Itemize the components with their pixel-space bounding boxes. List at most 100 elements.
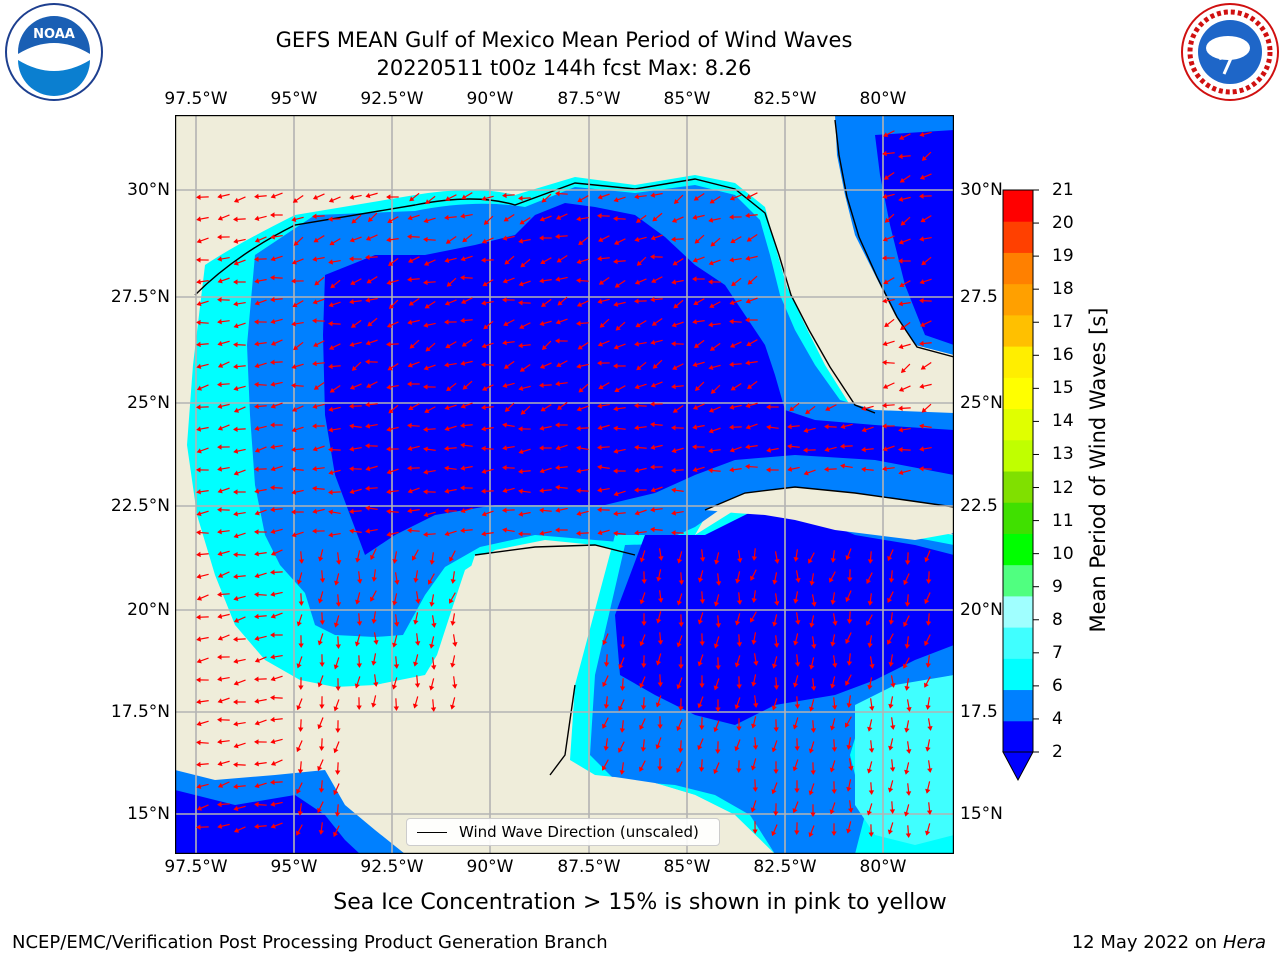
wind-wave-arrowhead [697,619,703,625]
wind-wave-arrowhead [708,322,713,328]
wind-wave-arrowhead [867,684,873,690]
wind-wave-arrowhead [808,706,815,712]
wind-wave-arrowhead [291,259,297,265]
wind-wave-arrowhead [697,745,703,751]
atlantic-water-deep [875,130,954,345]
wind-wave-arrowhead [636,260,642,266]
colorbar-label: Mean Period of Wind Waves [s] [1086,307,1110,633]
wind-wave-arrowhead [639,599,645,605]
lat-tick-label-left: 25°N [127,393,170,413]
wind-wave-arrowhead [634,341,640,347]
wind-wave-arrowhead [699,641,705,646]
wind-wave-arrowhead [334,812,341,817]
wind-wave-arrowhead [217,444,222,450]
wind-wave-arrowhead [752,829,758,834]
wind-wave-arrowhead [555,214,562,220]
wind-wave-arrowhead [803,470,809,476]
wind-wave-arrowhead [811,644,817,649]
wind-wave-arrowhead [407,319,413,325]
wind-wave-arrowhead [541,197,547,203]
wind-wave-arrowhead [482,281,488,287]
wind-wave-arrowhead [641,663,647,668]
wind-wave-arrowhead [254,447,260,453]
wind-wave-arrowhead [920,364,926,370]
wind-wave-arrowhead [328,216,333,222]
wind-wave-arrowhead [460,317,465,324]
wind-wave-arrowhead [924,557,930,563]
colorbar-segment [1003,595,1033,628]
wind-wave-arrowhead [349,528,354,534]
footer-branch: NCEP/EMC/Verification Post Processing Pr… [12,932,608,953]
wind-wave-arrowhead [503,321,509,326]
wind-wave-arrowhead [650,382,656,388]
wind-wave-arrowhead [927,725,933,731]
wind-wave-arrowhead [349,256,354,262]
wind-wave-arrowhead [254,403,259,410]
wind-wave-arrowhead [840,423,846,430]
wind-wave-arrowhead [898,343,904,350]
wind-wave-arrowhead [597,255,602,262]
wind-wave-arrowhead [196,824,201,830]
wind-wave-arrowhead [292,302,298,308]
wind-wave-arrowhead [518,468,523,475]
wind-wave-arrowhead [350,280,356,285]
wind-wave-arrowhead [392,600,398,606]
chart-title: GEFS MEAN Gulf of Mexico Mean Period of … [275,28,853,52]
wind-wave-arrowhead [430,707,437,712]
wind-wave-arrowhead [444,426,450,432]
wind-wave-arrowhead [676,684,682,690]
wind-wave-arrowhead [729,447,735,453]
footer-date-text: 12 May 2022 on [1071,932,1218,953]
wind-wave-arrowhead [882,193,888,199]
wind-wave-arrowhead [386,322,393,328]
wind-wave-arrowhead [333,706,339,712]
wind-wave-arrowhead [597,487,603,493]
wind-wave-arrowhead [773,643,780,648]
wind-wave-arrowhead [373,682,379,687]
caribbean-east-light [855,675,954,845]
wind-wave-arrowhead [847,577,853,582]
wind-wave-arrowhead [233,363,238,370]
wind-wave-arrowhead [233,636,238,642]
wind-wave-arrowhead [745,444,750,450]
wind-wave-arrowhead [270,212,275,218]
wind-wave-arrowhead [868,790,875,795]
wind-wave-arrowhead [613,216,618,222]
wind-wave-arrowhead [460,256,466,262]
wind-wave-arrowhead [354,641,361,647]
wind-wave-arrowhead [270,823,276,829]
wind-wave-arrowhead [423,236,428,243]
wind-wave-arrowhead [699,557,706,562]
wind-wave-arrowhead [619,770,625,775]
wind-wave-arrowhead [650,296,655,303]
wind-wave-arrowhead [774,601,780,606]
wind-wave-arrowhead [924,598,930,605]
wind-wave-arrowhead [557,300,563,306]
wind-wave-arrowhead [729,195,735,201]
wind-wave-arrowhead [898,386,905,392]
wind-wave-arrowhead [392,642,398,648]
wind-wave-arrowhead [233,448,239,454]
wind-wave-arrowhead [882,359,887,366]
wind-wave-arrowhead [233,827,240,833]
wind-wave-arrowhead [196,216,202,222]
wind-wave-arrowhead [254,488,260,494]
wind-wave-arrowhead [773,685,780,690]
wind-wave-arrowhead [678,622,684,627]
wind-wave-arrowhead [233,533,239,539]
wind-wave-arrowhead [745,298,751,304]
wind-wave-arrowhead [407,381,412,387]
wind-wave-arrowhead [233,260,239,266]
wind-wave-arrowhead [888,578,895,583]
wind-wave-arrowhead [555,527,560,533]
wind-wave-arrowhead [330,283,336,289]
wind-wave-arrowhead [386,446,391,452]
wind-wave-arrowhead [676,558,683,564]
wind-wave-arrowhead [803,427,809,433]
wind-wave-arrowhead [639,724,645,731]
wind-wave-arrowhead [539,530,545,536]
wind-wave-arrowhead [349,341,355,348]
colorbar-segment [1003,533,1033,566]
wind-wave-arrowhead [751,723,757,729]
wind-wave-arrowhead [713,727,719,733]
